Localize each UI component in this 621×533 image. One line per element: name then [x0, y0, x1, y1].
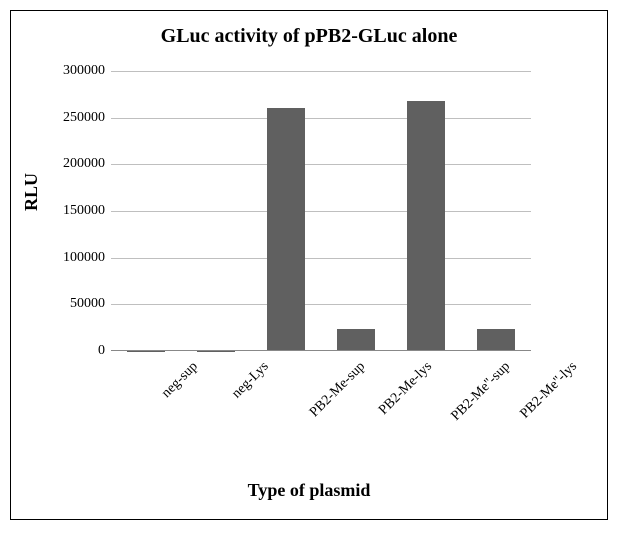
x-tick-label: neg-sup — [159, 359, 202, 402]
y-tick-label: 0 — [35, 343, 105, 359]
gridline — [111, 304, 531, 305]
gridline — [111, 211, 531, 212]
gridline — [111, 118, 531, 119]
x-axis-label: Type of plasmid — [11, 480, 607, 501]
gridline — [111, 164, 531, 165]
chart-title: GLuc activity of pPB2-GLuc alone — [11, 25, 607, 48]
y-tick-label: 300000 — [35, 63, 105, 79]
bar — [477, 329, 516, 351]
figure-container: GLuc activity of pPB2-GLuc alone RLU 050… — [0, 0, 621, 533]
bar — [407, 101, 446, 351]
x-tick-label: PB2-Me-sup — [307, 359, 369, 421]
x-tick-label: PB2-Me''-sup — [448, 359, 513, 424]
y-tick-label: 200000 — [35, 156, 105, 172]
gridlines — [111, 71, 531, 351]
x-tick-label: neg-Lys — [229, 359, 272, 402]
y-tick-label: 50000 — [35, 296, 105, 312]
x-tick-label: PB2-Me''-lys — [518, 359, 581, 422]
y-tick-label: 100000 — [35, 250, 105, 266]
baseline — [111, 350, 531, 351]
chart-frame: GLuc activity of pPB2-GLuc alone RLU 050… — [10, 10, 608, 520]
gridline — [111, 71, 531, 72]
y-ticks: 050000100000150000200000250000300000 — [35, 71, 109, 351]
gridline — [111, 258, 531, 259]
y-tick-label: 250000 — [35, 110, 105, 126]
plot-area — [111, 71, 531, 351]
bar — [337, 329, 376, 351]
bar — [267, 108, 306, 351]
y-tick-label: 150000 — [35, 203, 105, 219]
x-tick-label: PB2-Me-lys — [376, 359, 436, 419]
